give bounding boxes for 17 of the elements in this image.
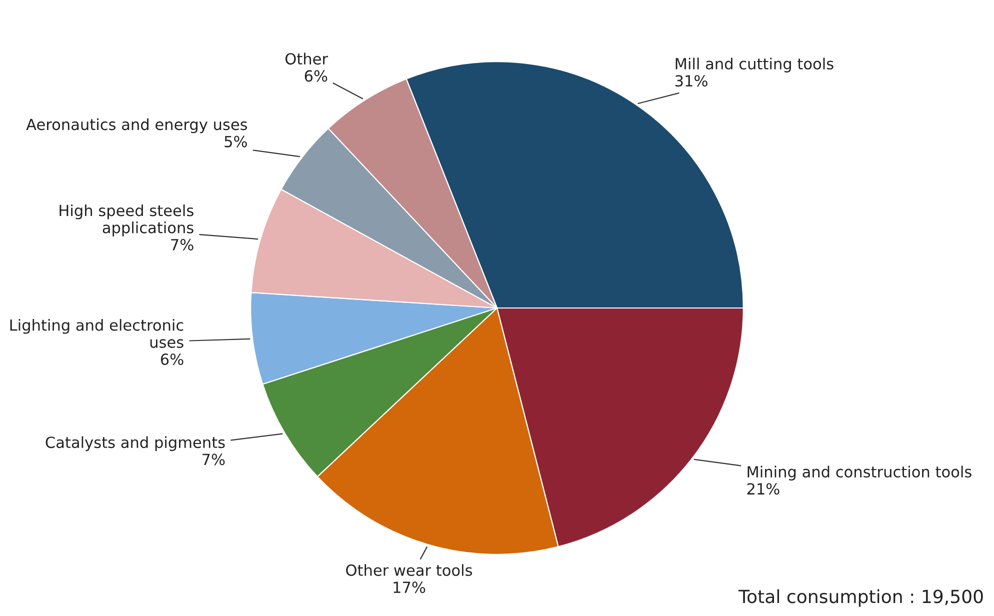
data-label: 7%	[171, 238, 194, 250]
data-label: 7%	[202, 454, 225, 466]
data-label: 17%	[394, 582, 426, 594]
slice-label: Other	[285, 52, 328, 65]
slice-label: Mining and construction tools	[748, 466, 972, 481]
slice-label: High speed steels applications	[60, 204, 194, 236]
data-label: 6%	[160, 354, 184, 366]
slice-label: Other wear tools	[346, 564, 472, 576]
text: Total consumption : 19,500	[738, 589, 983, 607]
slice-label: Mill and cutting tools	[676, 58, 834, 72]
data-label: 6%	[304, 70, 328, 82]
slice-label: Lighting and electronic uses	[10, 319, 184, 348]
data-label: 31%	[675, 75, 708, 87]
data-label: 5%	[224, 136, 247, 148]
data-label: 21%	[747, 483, 780, 495]
slice-label: Catalysts and pigments	[46, 436, 225, 452]
slice-label: Aeronautics and energy uses	[26, 118, 248, 134]
